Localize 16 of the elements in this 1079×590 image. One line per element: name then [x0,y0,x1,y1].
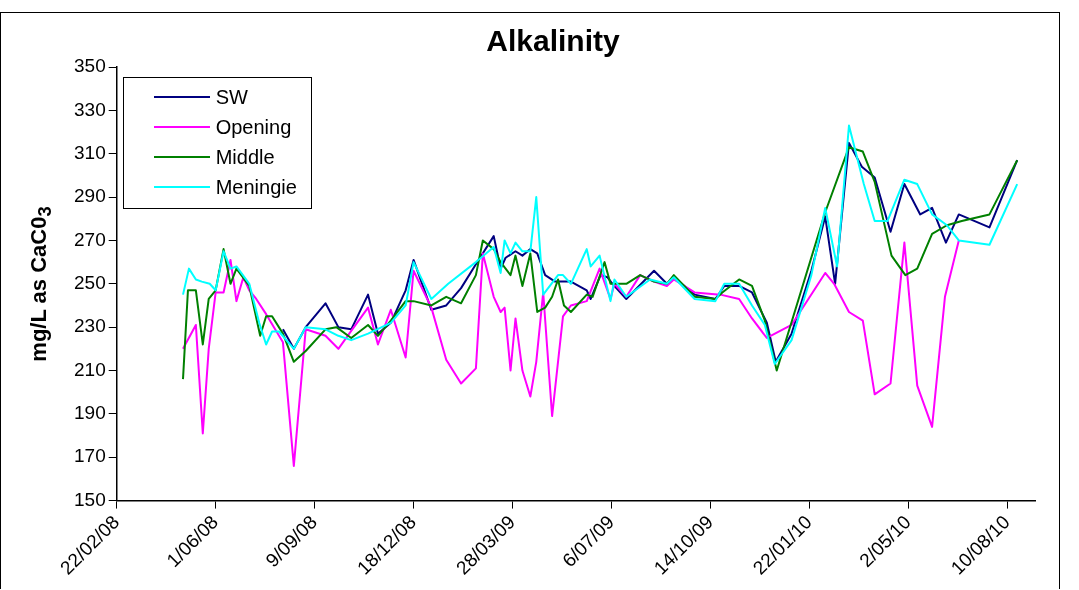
y-tick-label: 210 [74,358,106,380]
legend-label: Opening [215,115,292,139]
y-tick-label: 250 [74,272,106,294]
legend-label: Middle [215,145,275,169]
y-tick-label: 310 [74,141,106,163]
y-tick-label: 290 [74,185,106,207]
legend-label: SW [215,85,248,109]
y-tick-label: 230 [74,315,106,337]
y-tick-label: 330 [74,98,106,120]
y-tick-label: 150 [74,488,106,510]
y-tick-label: 170 [74,445,106,467]
y-tick-label: 190 [74,402,106,424]
y-tick-label: 350 [74,55,106,77]
y-tick-label: 270 [74,228,106,250]
legend-label: Meningie [215,175,297,199]
chart-title: Alkalinity [486,24,620,58]
